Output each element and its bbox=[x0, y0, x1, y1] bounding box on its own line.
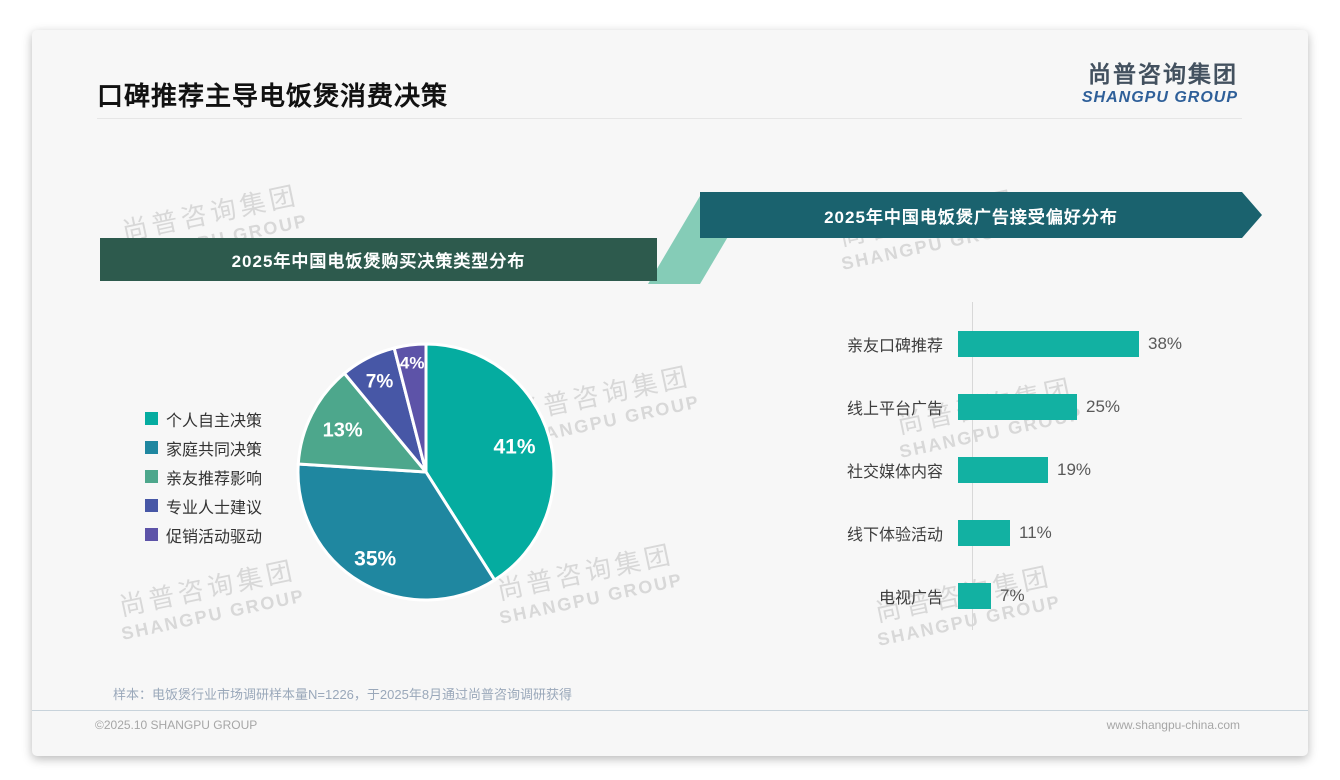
copyright-text: ©2025.10 SHANGPU GROUP bbox=[95, 718, 258, 732]
page-title: 口碑推荐主导电饭煲消费决策 bbox=[97, 81, 449, 111]
legend-marker bbox=[145, 470, 158, 483]
bar bbox=[958, 330, 1139, 357]
legend-label: 亲友推荐影响 bbox=[166, 470, 263, 488]
logo: 尚普咨询集团 SHANGPU GROUP bbox=[1082, 60, 1238, 107]
bar-category-label: 社交媒体内容 bbox=[846, 463, 943, 481]
bar bbox=[958, 582, 991, 609]
pie-slice bbox=[392, 342, 428, 474]
legend-item: 亲友推荐影响 bbox=[145, 462, 262, 491]
bar-chart: 亲友口碑推荐 38% 线上平台广告 25% 社交媒体内容 19% 线下体验活动 11% 电视广告… bbox=[828, 302, 1268, 632]
legend-label: 促销活动驱动 bbox=[166, 528, 263, 546]
bar-row: 线下体验活动 11% bbox=[828, 501, 1268, 564]
bar-value-label: 11% bbox=[1019, 522, 1052, 542]
bar-value-label: 25% bbox=[1086, 396, 1121, 416]
bar-category-label: 线下体验活动 bbox=[846, 526, 943, 544]
legend-marker bbox=[145, 441, 158, 454]
bar bbox=[958, 456, 1048, 483]
pie-chart-title: 2025年中国电饭煲购买决策类型分布 bbox=[231, 252, 526, 271]
bar-category-label: 线上平台广告 bbox=[846, 400, 943, 418]
legend-item: 家庭共同决策 bbox=[145, 433, 262, 462]
bar-row: 电视广告 7% bbox=[828, 564, 1268, 627]
bar-value-label: 7% bbox=[1000, 585, 1025, 605]
pie-slice-label: 13% bbox=[323, 420, 363, 442]
sample-note: 样本：电饭煲行业市场调研样本量N=1226，于2025年8月通过尚普咨询调研获得 bbox=[113, 687, 573, 702]
bar-row: 社交媒体内容 19% bbox=[828, 438, 1268, 501]
title-divider bbox=[97, 118, 1242, 119]
pie-slice bbox=[296, 462, 497, 602]
bar-value-label: 19% bbox=[1057, 459, 1092, 479]
footer-divider bbox=[32, 710, 1308, 711]
legend-marker bbox=[145, 412, 158, 425]
bar bbox=[958, 519, 1010, 546]
pie-slice bbox=[296, 371, 428, 474]
legend-label: 专业人士建议 bbox=[166, 499, 263, 517]
watermark-cn-text: 尚普咨询集团 bbox=[116, 554, 299, 622]
pie-legend: 个人自主决策 家庭共同决策 亲友推荐影响 专业人士建议 促销活动驱动 bbox=[145, 404, 262, 549]
bar-category-label: 电视广告 bbox=[878, 589, 943, 607]
pie-slice-label: 4% bbox=[400, 354, 425, 373]
website-text: www.shangpu-china.com bbox=[1106, 718, 1240, 732]
pie-slice-label: 7% bbox=[366, 371, 394, 392]
pie-slice-label: 41% bbox=[493, 436, 535, 459]
logo-cn-text: 尚普咨询集团 bbox=[1088, 61, 1238, 87]
legend-marker bbox=[145, 499, 158, 512]
legend-marker bbox=[145, 528, 158, 541]
logo-en-text: SHANGPU GROUP bbox=[1081, 89, 1238, 106]
bar-chart-banner: 2025年中国电饭煲广告接受偏好分布 bbox=[700, 192, 1262, 238]
legend-label: 家庭共同决策 bbox=[166, 441, 263, 459]
bar bbox=[958, 393, 1077, 420]
bar-row: 线上平台广告 25% bbox=[828, 375, 1268, 438]
legend-item: 专业人士建议 bbox=[145, 491, 262, 520]
pie-chart-banner: 2025年中国电饭煲购买决策类型分布 bbox=[100, 238, 657, 281]
bar-category-label: 亲友口碑推荐 bbox=[846, 337, 943, 355]
bar-row: 亲友口碑推荐 38% bbox=[828, 312, 1268, 375]
legend-label: 个人自主决策 bbox=[166, 412, 263, 430]
legend-item: 个人自主决策 bbox=[145, 404, 262, 433]
bar-chart-title: 2025年中国电饭煲广告接受偏好分布 bbox=[824, 207, 1118, 227]
bar-value-label: 38% bbox=[1148, 333, 1183, 353]
legend-item: 促销活动驱动 bbox=[145, 520, 262, 549]
pie-slice-label: 35% bbox=[354, 547, 396, 570]
pie-chart: 41% 35% 13% 7% 4% bbox=[296, 342, 556, 602]
